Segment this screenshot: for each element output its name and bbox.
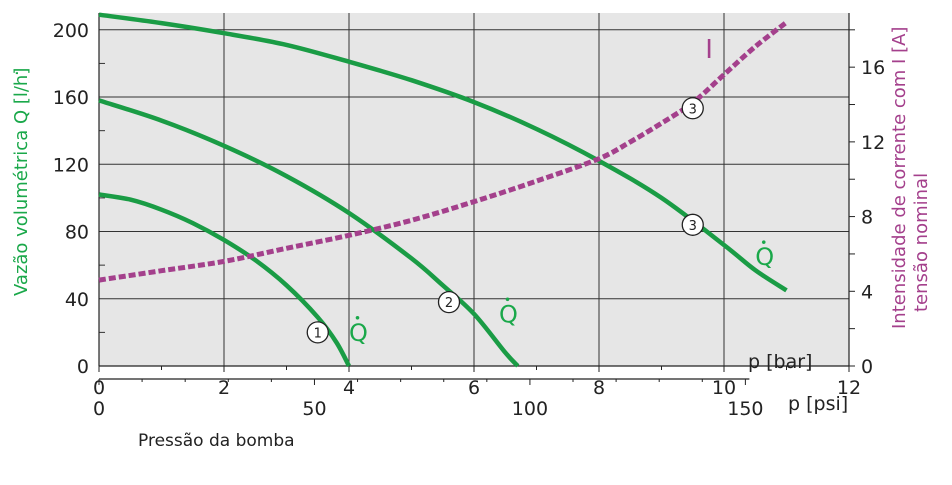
x-psi-tick-label: 150 [727, 398, 763, 420]
x-bar-tick-label: 4 [343, 377, 355, 399]
curve-marker-label: 1 [314, 326, 322, 341]
curve-marker-label: 2 [445, 296, 453, 311]
curve-marker-label: 3 [689, 219, 697, 234]
y-right-tick-label: 0 [861, 356, 873, 378]
y-right-tick-label: 8 [861, 207, 873, 229]
y-right-tick-label: 16 [861, 57, 885, 79]
flow-label-dot [762, 240, 766, 244]
y-left-tick-label: 200 [53, 20, 89, 42]
x-psi-tick-label: 50 [302, 398, 326, 420]
y-left-tick-label: 0 [77, 356, 89, 378]
x-bar-tick-label: 8 [593, 377, 605, 399]
flow-curve-label: Q [349, 319, 368, 347]
curve-marker-label: 3 [689, 102, 697, 117]
x-psi-tick-label: 100 [512, 398, 548, 420]
x-bar-tick-label: 6 [468, 377, 480, 399]
y-left-axis-label: Vazão volumétrica Q [l/h] [11, 68, 32, 296]
x-axis-psi-label: p [psi] [788, 393, 848, 415]
flow-curve-label: Q [755, 243, 774, 271]
y-right-axis-label-line2: tensão nominal [911, 173, 932, 312]
y-right-axis-label-line1: Intensidade de corrente com I [A] [889, 27, 910, 329]
y-right-tick-label: 12 [861, 132, 885, 154]
y-left-tick-label: 40 [65, 289, 89, 311]
y-left-tick-label: 160 [53, 87, 89, 109]
y-right-tick-label: 4 [861, 281, 873, 303]
current-curve-label: I [705, 35, 713, 65]
x-axis-bar-label: p [bar] [748, 351, 812, 373]
flow-curve-label: Q [499, 300, 518, 328]
x-axis-title: Pressão da bomba [138, 431, 295, 451]
y-left-tick-label: 120 [53, 154, 89, 176]
flow-label-dot [356, 316, 360, 320]
y-left-tick-label: 80 [65, 222, 89, 244]
flow-label-dot [506, 297, 510, 301]
x-bar-tick-label: 10 [712, 377, 736, 399]
x-psi-tick-label: 0 [93, 398, 105, 420]
